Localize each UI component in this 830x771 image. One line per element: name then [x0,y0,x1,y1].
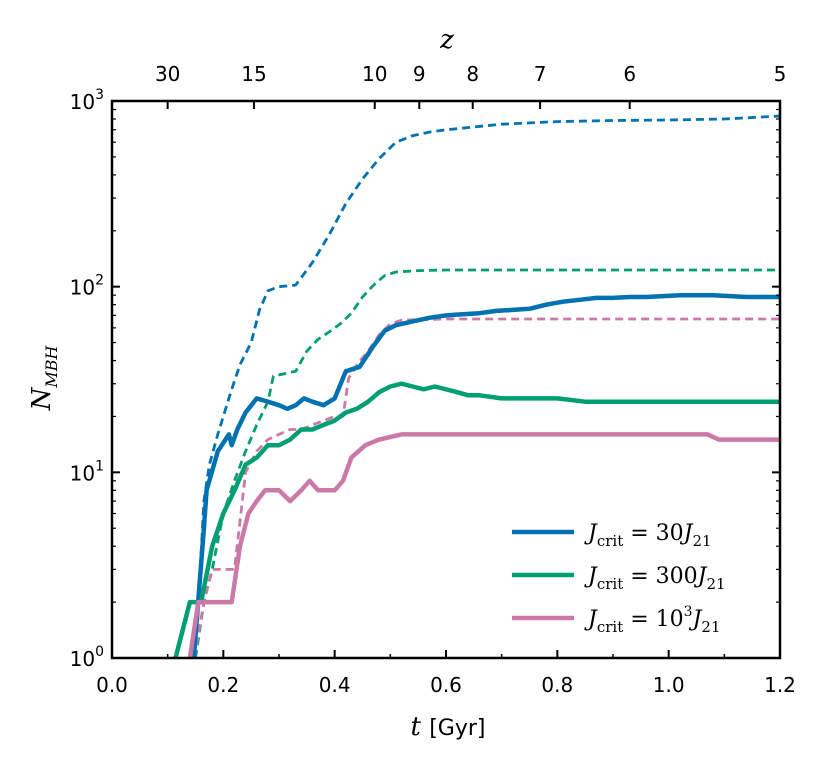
x-axis-label: t [Gyr] [411,712,486,742]
legend-label-0: Jcrit = 30J21 [584,521,712,550]
z-tick-label: 6 [623,62,636,86]
legend-label-2: Jcrit = 103J21 [584,604,721,636]
y-tick-label: 101 [70,458,104,485]
z-tick-label: 30 [155,62,180,86]
x-tick-label: 0.8 [541,673,573,697]
series-line-3 [194,114,780,658]
x-tick-label: 0.0 [96,673,128,697]
series-line-4 [194,268,780,658]
z-tick-label: 7 [534,62,547,86]
top-axis-label: z [439,25,454,55]
x-tick-label: 0.4 [319,673,351,697]
series-line-1 [173,381,780,658]
x-tick-label: 0.6 [430,673,462,697]
z-tick-label: 9 [413,62,426,86]
z-tick-label: 15 [241,62,266,86]
z-tick-label: 8 [466,62,479,86]
y-axis-label: NMBH [27,345,61,412]
x-tick-label: 1.0 [653,673,685,697]
y-tick-label: 103 [70,87,104,114]
series-line-2 [187,432,780,658]
x-tick-label: 0.2 [207,673,239,697]
series-line-0 [191,292,780,658]
x-tick-label: 1.2 [764,673,796,697]
z-tick-label: 10 [362,62,387,86]
legend-label-1: Jcrit = 300J21 [584,564,726,593]
legend: Jcrit = 30J21 Jcrit = 300J21 Jcrit = 103J2… [512,521,726,636]
plot-lines [173,114,780,658]
axis-ticks: 0.0 0.2 0.4 0.6 0.8 1.0 1.2 100 101 102 103 30 15 10 9… [70,62,796,697]
y-tick-label: 100 [70,644,104,671]
y-tick-label: 102 [70,273,104,300]
z-tick-label: 5 [774,62,787,86]
